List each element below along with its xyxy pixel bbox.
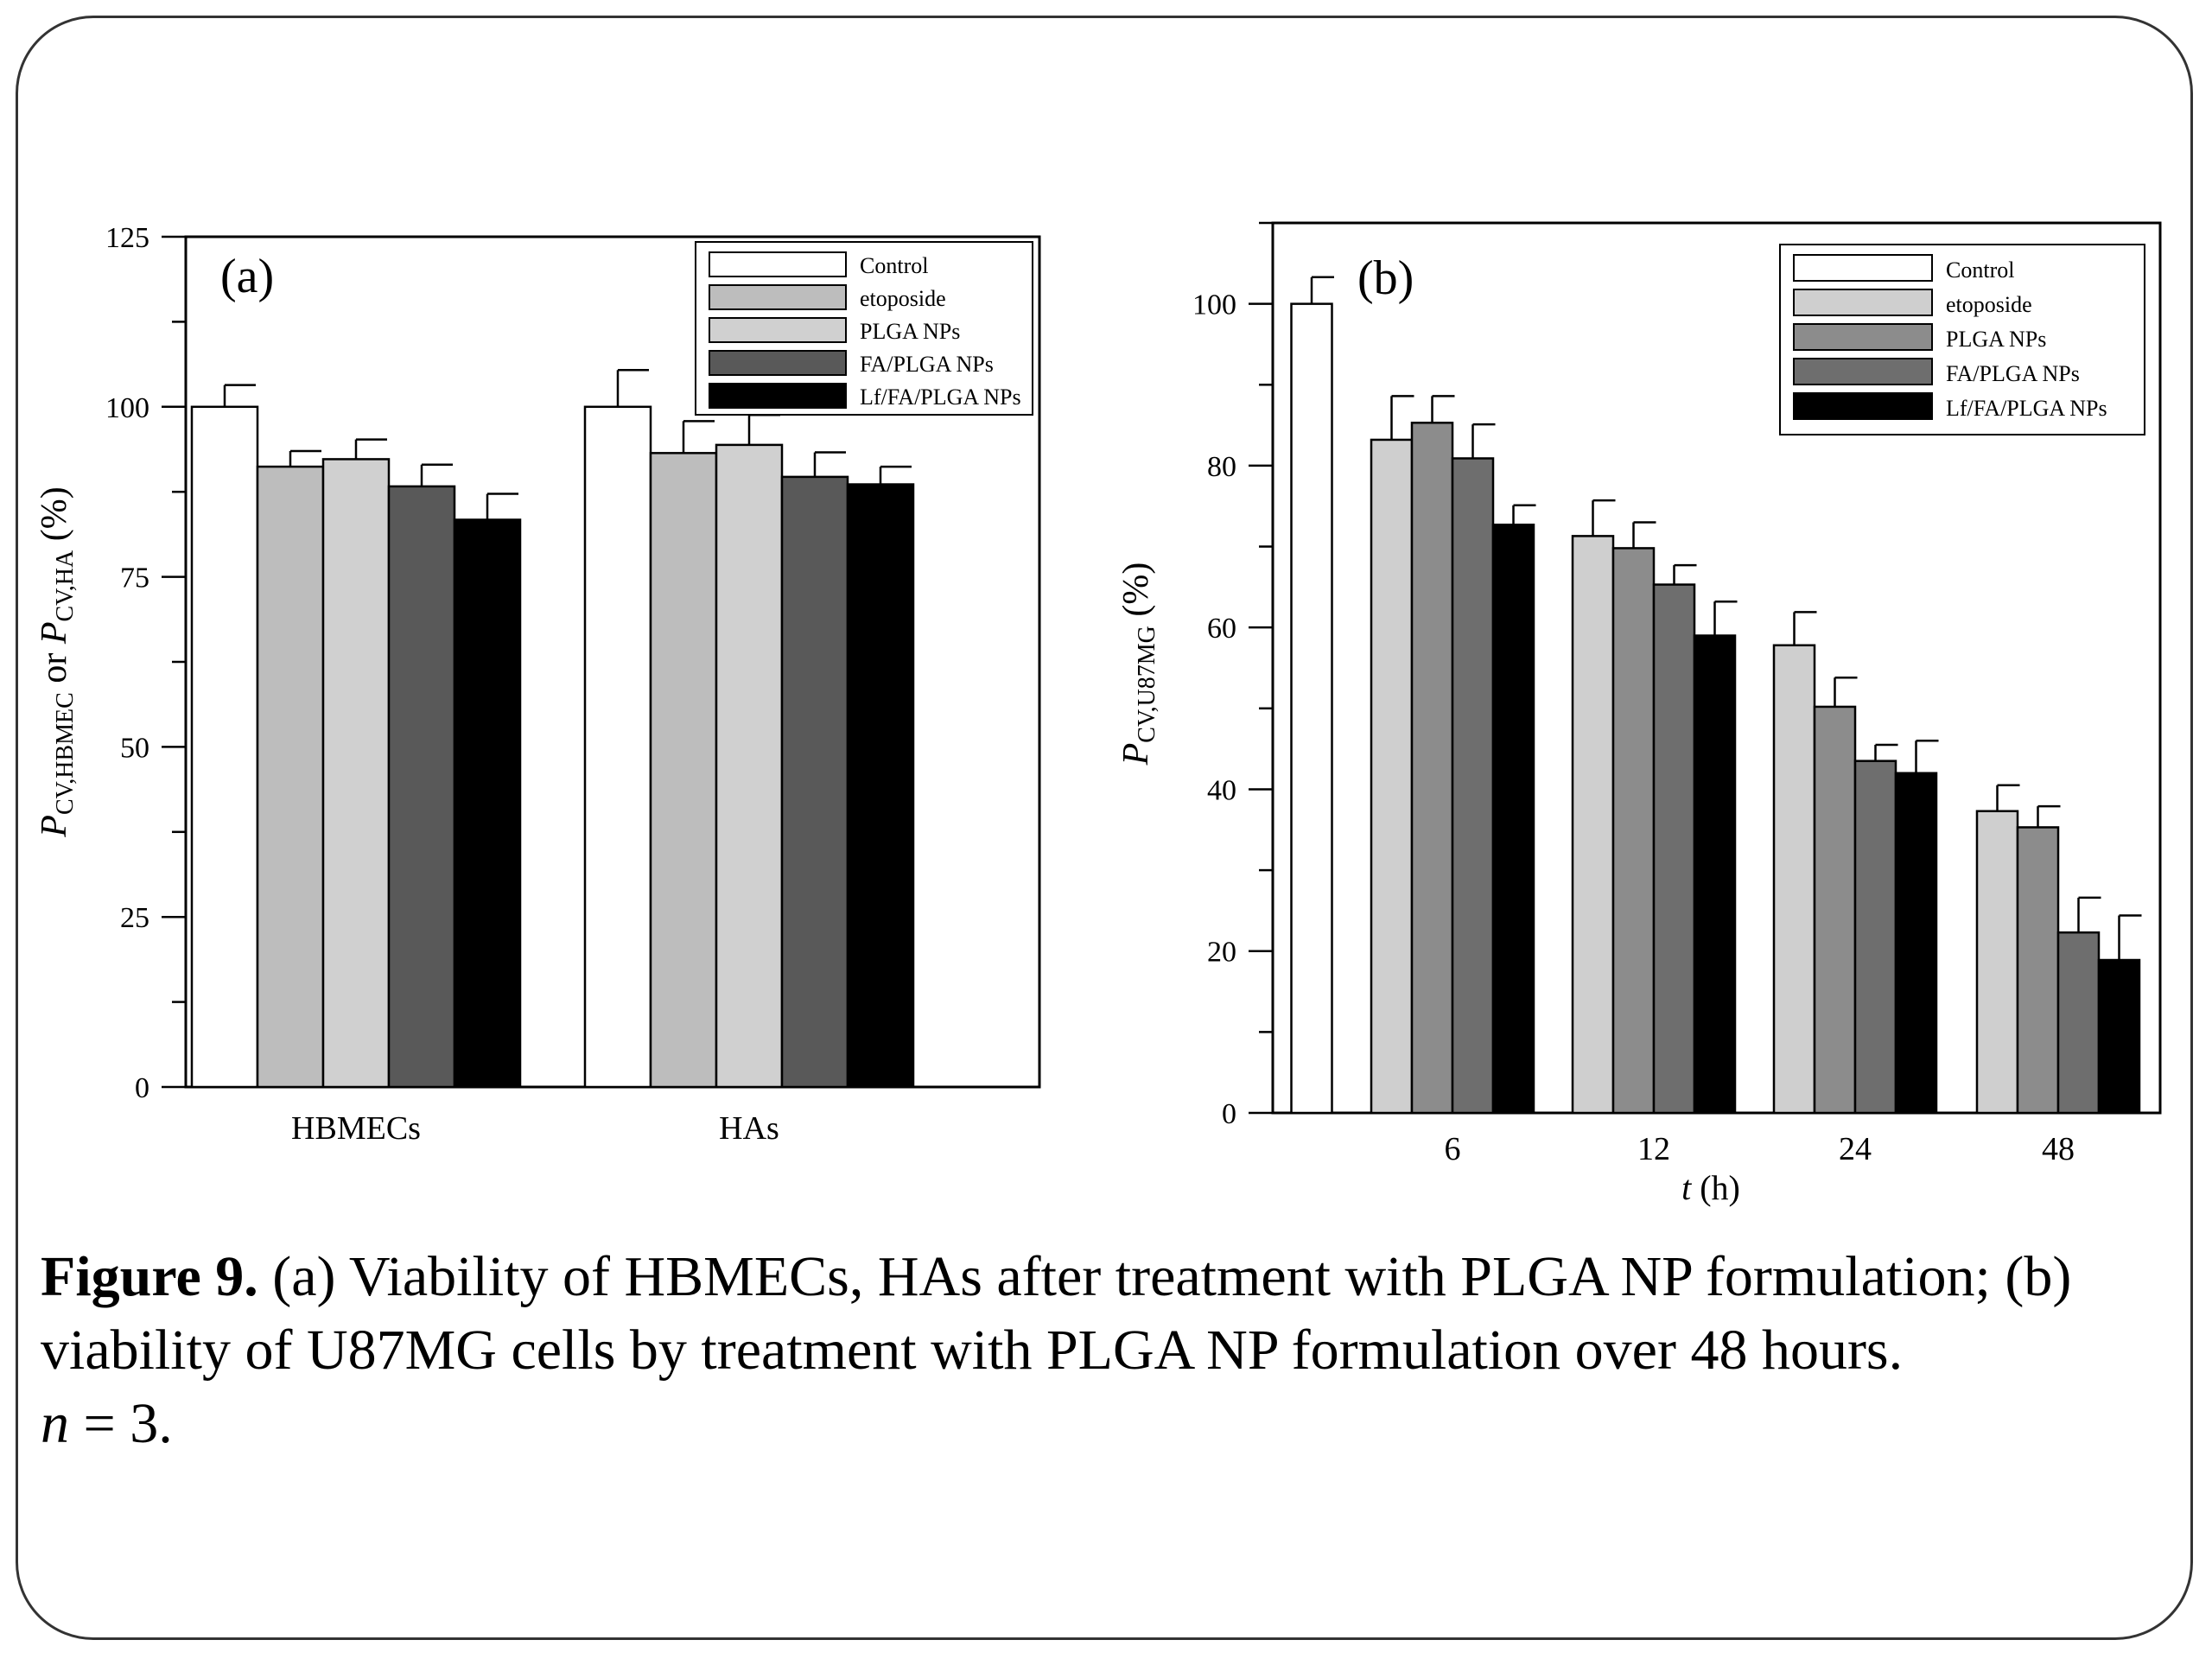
caption-n-text: = 3. [69, 1392, 173, 1455]
category-label: HBMECs [291, 1110, 421, 1147]
y-tick-label: 0 [135, 1072, 149, 1104]
x-axis-label: t (h) [1681, 1168, 1740, 1207]
bar-fa-plga-nps [2056, 931, 2101, 1115]
bar-plga-nps [2016, 826, 2060, 1115]
legend-swatch [1793, 392, 1933, 420]
slide-frame [16, 16, 2193, 1640]
y-axis-label: PCV,U87MG (%) [1116, 563, 1160, 766]
legend-label: Control [860, 253, 928, 278]
legend-swatch [1793, 323, 1933, 351]
category-label: 12 [1637, 1131, 1670, 1167]
bar-fa-plga-nps [1451, 457, 1495, 1115]
legend-swatch [709, 350, 847, 376]
caption-n-var: n [41, 1392, 69, 1455]
bar-control [583, 405, 652, 1089]
bar-lf-fa-plga-nps [846, 483, 915, 1089]
bar-lf-fa-plga-nps [1894, 772, 1938, 1115]
panel-label: (b) [1357, 251, 1414, 305]
y-tick-label: 75 [120, 563, 149, 594]
legend-swatch [1793, 289, 1933, 316]
legend-swatch [1793, 254, 1933, 282]
bar-etoposide [1772, 644, 1816, 1115]
y-tick-label: 100 [1192, 289, 1236, 321]
panel-label: (a) [220, 250, 274, 303]
category-label: 24 [1839, 1131, 1872, 1167]
bar-plga-nps [1611, 547, 1656, 1115]
legend-label: etoposide [860, 286, 946, 311]
legend-label: etoposide [1946, 292, 2032, 317]
legend-label: PLGA NPs [860, 319, 960, 344]
y-tick-label: 20 [1207, 937, 1236, 969]
figure-caption: Figure 9. (a) Viability of HBMECs, HAs a… [41, 1240, 2166, 1460]
legend-label: Lf/FA/PLGA NPs [1946, 396, 2107, 421]
bar-etoposide [649, 452, 718, 1089]
y-axis-label: PCV,HBMEC or PCV,HA (%) [35, 486, 79, 837]
legend-label: FA/PLGA NPs [1946, 361, 2080, 386]
legend-label: Control [1946, 257, 2014, 283]
y-tick-label: 80 [1207, 451, 1236, 483]
caption-label: Figure 9. [41, 1245, 258, 1308]
bar-etoposide [1975, 810, 2019, 1115]
bar-lf-fa-plga-nps [1491, 524, 1535, 1115]
legend-label: Lf/FA/PLGA NPs [860, 385, 1021, 410]
category-label: 6 [1445, 1131, 1461, 1167]
legend-label: FA/PLGA NPs [860, 352, 994, 377]
legend-swatch [709, 383, 847, 409]
legend-swatch [709, 284, 847, 310]
bar-fa-plga-nps [387, 485, 456, 1089]
y-tick-label: 50 [120, 732, 149, 764]
legend-swatch [1793, 358, 1933, 385]
legend-swatch [709, 251, 847, 277]
caption-text: (a) Viability of HBMECs, HAs after treat… [41, 1245, 2072, 1382]
category-label: HAs [719, 1110, 779, 1147]
chart-a: 0 25 50 75 100 125 (a) HBMECs HAs Control etoposid… [35, 222, 1041, 1147]
bar-fa-plga-nps [780, 475, 849, 1089]
bar-control [1290, 302, 1333, 1115]
y-tick-label: 0 [1222, 1098, 1236, 1130]
bar-plga-nps [1410, 422, 1454, 1115]
bar-fa-plga-nps [1652, 583, 1696, 1115]
y-tick-label: 25 [120, 902, 149, 934]
bar-plga-nps [715, 443, 784, 1089]
bar-lf-fa-plga-nps [2097, 958, 2141, 1115]
category-label: 48 [2042, 1131, 2075, 1167]
bar-plga-nps [321, 458, 391, 1089]
bar-lf-fa-plga-nps [1693, 634, 1737, 1115]
y-tick-label: 40 [1207, 774, 1236, 806]
bar-etoposide [1370, 438, 1414, 1115]
bar-control [190, 405, 259, 1089]
bar-lf-fa-plga-nps [453, 518, 522, 1089]
bar-fa-plga-nps [1853, 760, 1897, 1115]
legend-swatch [709, 317, 847, 343]
bar-plga-nps [1813, 705, 1857, 1115]
y-tick-label: 125 [105, 222, 149, 254]
bar-etoposide [256, 465, 325, 1089]
y-tick-label: 60 [1207, 613, 1236, 645]
bar-etoposide [1571, 535, 1615, 1115]
chart-b: 0 20 40 60 80 100 (b) 6 12 24 48 Control etoposide PL… [1116, 221, 2162, 1207]
legend-label: PLGA NPs [1946, 327, 2046, 352]
y-tick-label: 100 [105, 392, 149, 424]
